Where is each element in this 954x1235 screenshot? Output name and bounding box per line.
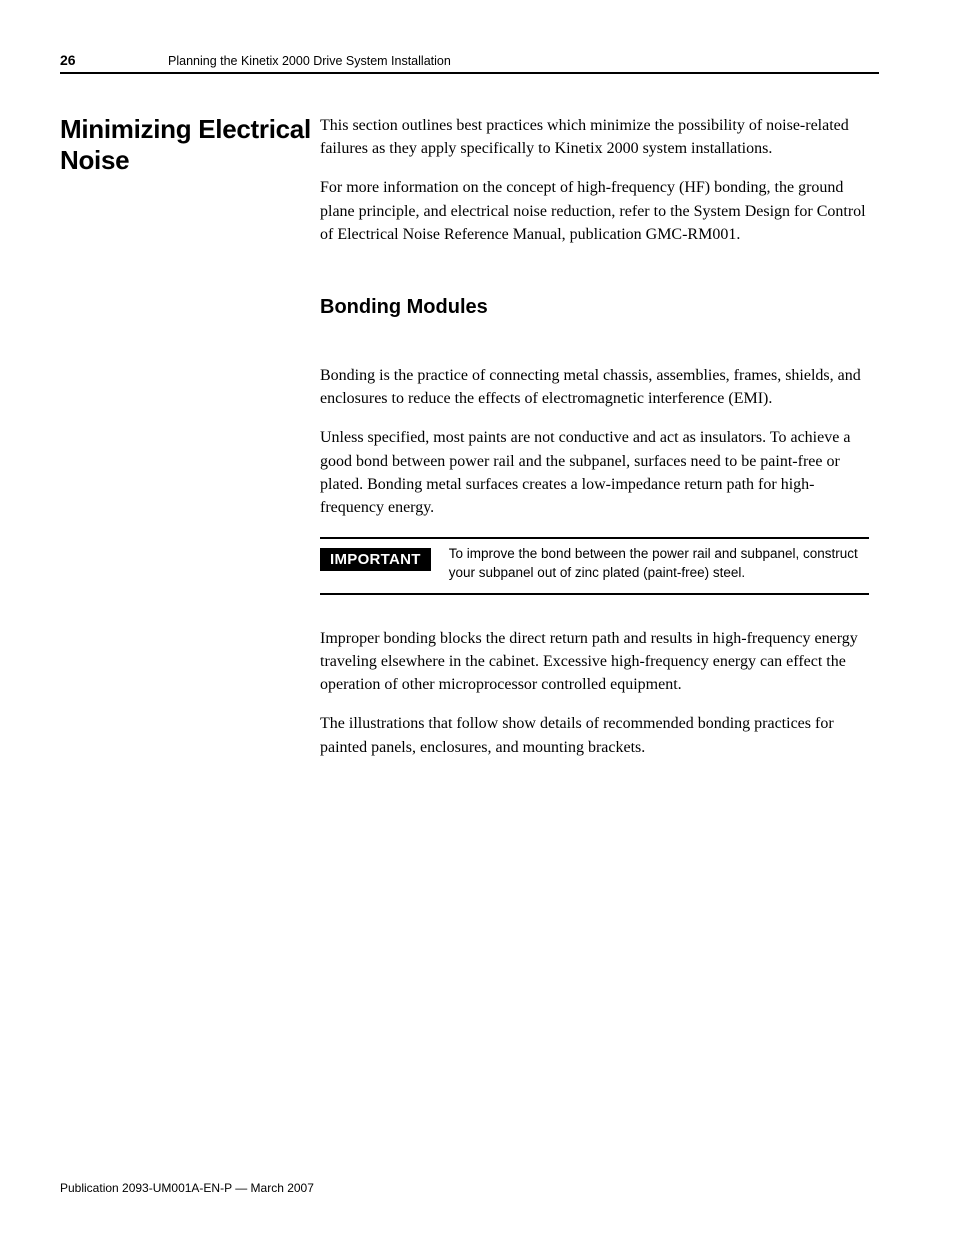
left-column: Minimizing Electrical Noise bbox=[60, 114, 320, 775]
important-callout: IMPORTANT To improve the bond between th… bbox=[320, 537, 869, 595]
body-paragraph: Bonding is the practice of connecting me… bbox=[320, 364, 869, 410]
body-paragraph: Improper bonding blocks the direct retur… bbox=[320, 627, 869, 697]
right-column: This section outlines best practices whi… bbox=[320, 114, 879, 775]
chapter-title: Planning the Kinetix 2000 Drive System I… bbox=[168, 54, 451, 68]
page-header: 26 Planning the Kinetix 2000 Drive Syste… bbox=[60, 52, 879, 74]
page-footer: Publication 2093-UM001A-EN-P — March 200… bbox=[60, 1181, 314, 1195]
body-paragraph: The illustrations that follow show detai… bbox=[320, 712, 869, 758]
important-text: To improve the bond between the power ra… bbox=[449, 545, 869, 583]
body-paragraph: Unless specified, most paints are not co… bbox=[320, 426, 869, 519]
page-number: 26 bbox=[60, 52, 168, 68]
body-paragraph: This section outlines best practices whi… bbox=[320, 114, 869, 160]
important-label: IMPORTANT bbox=[320, 548, 431, 571]
section-heading: Minimizing Electrical Noise bbox=[60, 114, 320, 175]
body-paragraph: For more information on the concept of h… bbox=[320, 176, 869, 246]
page-container: 26 Planning the Kinetix 2000 Drive Syste… bbox=[0, 0, 954, 1235]
subsection-heading: Bonding Modules bbox=[320, 296, 869, 319]
content-area: Minimizing Electrical Noise This section… bbox=[60, 114, 879, 775]
